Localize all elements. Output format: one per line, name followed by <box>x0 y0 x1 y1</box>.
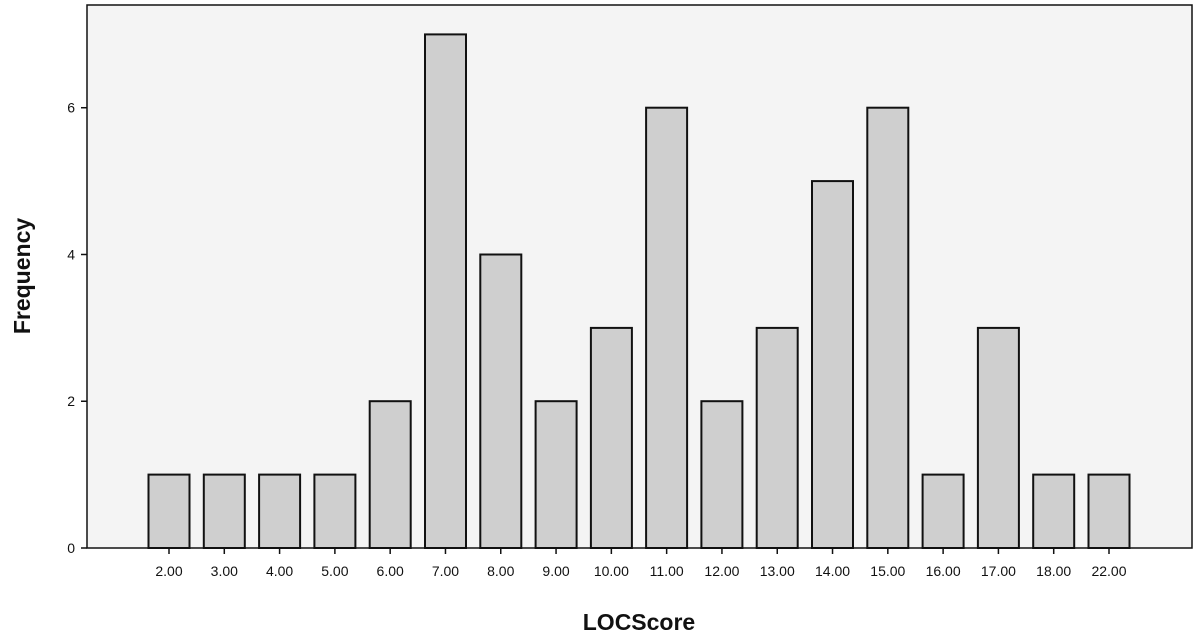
x-tick-label: 18.00 <box>1036 563 1071 579</box>
bar-22.00 <box>1087 473 1131 550</box>
x-axis-ticks: 2.00 3.00 4.00 5.00 6.00 7.00 8.00 9.00 10.00 11.… <box>155 548 1127 579</box>
bar-7.00 <box>424 33 467 549</box>
bar-12.00 <box>700 400 744 550</box>
bar-14.00 <box>811 180 854 549</box>
x-axis-title: LOCScore <box>583 609 695 635</box>
bar-15.00 <box>866 106 910 549</box>
x-tick-label: 9.00 <box>542 563 569 579</box>
bar-13.00 <box>755 326 799 549</box>
x-tick-label: 13.00 <box>760 563 795 579</box>
bar-18.00 <box>1032 473 1076 550</box>
x-tick-label: 2.00 <box>155 563 182 579</box>
x-tick-label: 6.00 <box>377 563 404 579</box>
x-tick-label: 17.00 <box>981 563 1016 579</box>
bar-3.00 <box>202 473 246 550</box>
x-tick-label: 5.00 <box>321 563 348 579</box>
bar-2.00 <box>147 473 191 550</box>
bar-9.00 <box>534 400 578 550</box>
bar-10.00 <box>589 326 633 549</box>
y-axis-ticks: 0 2 4 6 <box>67 100 87 556</box>
x-tick-label: 10.00 <box>594 563 629 579</box>
y-tick-label: 0 <box>67 540 75 556</box>
x-tick-label: 15.00 <box>870 563 905 579</box>
y-tick-label: 6 <box>67 100 75 116</box>
y-tick-label: 2 <box>67 393 75 409</box>
x-tick-label: 22.00 <box>1091 563 1126 579</box>
x-tick-label: 8.00 <box>487 563 514 579</box>
bar-17.00 <box>976 326 1020 549</box>
plot-area <box>86 4 1193 549</box>
y-tick-label: 4 <box>67 246 75 262</box>
x-tick-label: 3.00 <box>211 563 238 579</box>
bar-5.00 <box>313 473 357 550</box>
bar-16.00 <box>921 473 965 550</box>
bar-8.00 <box>479 253 523 549</box>
x-tick-label: 4.00 <box>266 563 293 579</box>
x-tick-label: 16.00 <box>926 563 961 579</box>
x-tick-label: 11.00 <box>650 563 684 579</box>
x-tick-label: 7.00 <box>432 563 459 579</box>
bar-6.00 <box>368 400 412 550</box>
bar-4.00 <box>258 473 302 550</box>
bars-group <box>147 33 1131 550</box>
x-tick-label: 12.00 <box>704 563 739 579</box>
x-tick-label: 14.00 <box>815 563 850 579</box>
bar-11.00 <box>645 106 689 549</box>
y-axis-title: Frequency <box>9 218 35 335</box>
